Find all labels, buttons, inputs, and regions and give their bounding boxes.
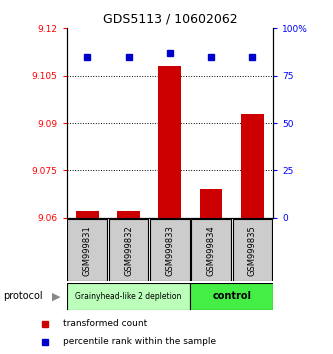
Bar (150, 219, 190, 281)
Text: GSM999831: GSM999831 (83, 225, 92, 276)
Text: GSM999832: GSM999832 (124, 225, 133, 276)
Text: percentile rank within the sample: percentile rank within the sample (63, 337, 216, 346)
Bar (76, 211, 99, 218)
Text: ▶: ▶ (52, 291, 60, 302)
Text: protocol: protocol (3, 291, 43, 302)
Bar (159, 66, 181, 218)
Text: transformed count: transformed count (63, 319, 147, 329)
Bar (232, 219, 272, 281)
Bar (191, 219, 231, 281)
Bar (200, 189, 222, 218)
Text: GSM999835: GSM999835 (248, 225, 257, 276)
Text: control: control (212, 291, 251, 302)
Bar (241, 114, 264, 218)
Bar (190, 283, 273, 310)
Title: GDS5113 / 10602062: GDS5113 / 10602062 (103, 13, 237, 26)
Text: GSM999833: GSM999833 (165, 225, 174, 276)
Bar (67, 283, 190, 310)
Text: GSM999834: GSM999834 (206, 225, 216, 276)
Bar (117, 211, 140, 218)
Bar (67, 219, 107, 281)
Text: Grainyhead-like 2 depletion: Grainyhead-like 2 depletion (75, 292, 182, 301)
Bar (109, 219, 149, 281)
